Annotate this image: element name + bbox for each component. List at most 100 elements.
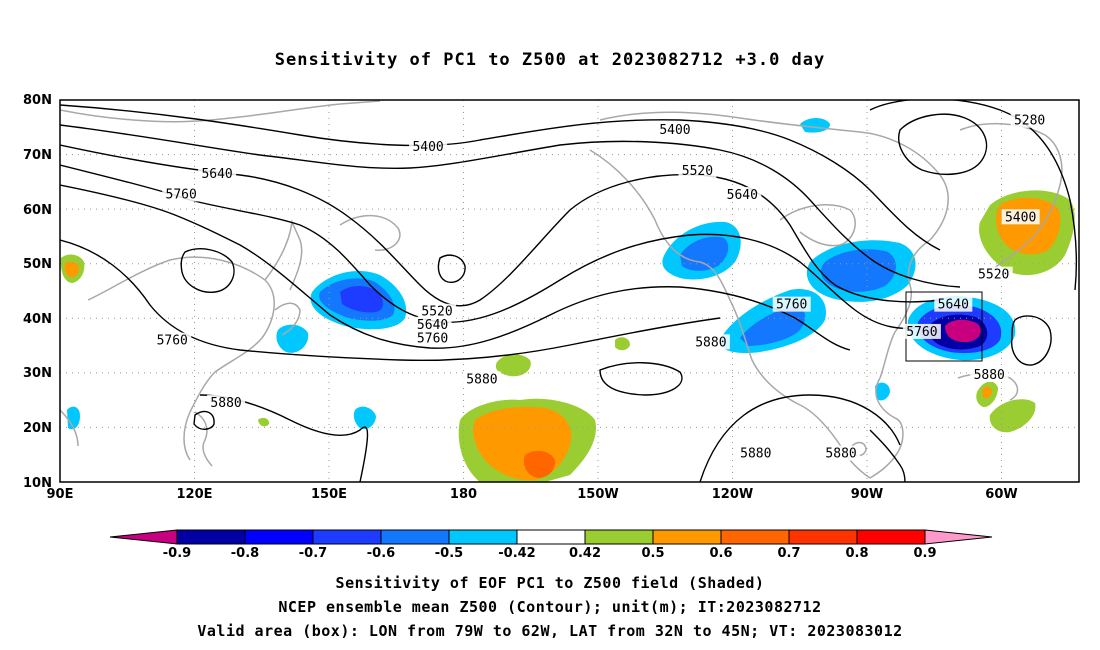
contour-label: 5760: [157, 334, 188, 349]
lon-tick-label: 90W: [851, 487, 883, 502]
contour-label: 5880: [974, 368, 1005, 383]
contour-label-background: [409, 138, 448, 154]
caption-valid-area: Valid area (box): LON from 79W to 62W, L…: [197, 622, 903, 640]
colorbar-cell: [720, 529, 790, 545]
map-title: Sensitivity of PC1 to Z500 at 2023082712…: [274, 50, 826, 70]
contour-label-background: [418, 303, 457, 319]
colorbar-label: -0.7: [299, 546, 327, 561]
contour-label-background: [902, 323, 941, 339]
contour-label-background: [736, 445, 775, 461]
colorbar-label: 0.7: [777, 546, 800, 561]
contour-label: 5520: [978, 268, 1009, 283]
contour-label: 5400: [659, 123, 690, 138]
z500-contours: [60, 100, 1078, 482]
contour-label: 5640: [417, 318, 448, 333]
positive-region-small-1: [495, 354, 531, 377]
contour-label: 5280: [1014, 114, 1045, 129]
colorbar-label: -0.5: [435, 546, 463, 561]
contour-label: 5760: [906, 325, 937, 340]
colorbar-label: 0.6: [709, 546, 732, 561]
contour-label-background: [198, 166, 237, 182]
lat-tick-label: 70N: [23, 148, 52, 163]
colorbar-cell: [516, 529, 586, 545]
positive-region-small-2-core: [64, 261, 79, 278]
contour-label-background: [822, 445, 861, 461]
contour-label: 5520: [421, 305, 452, 320]
negative-region-small-1: [276, 324, 309, 353]
colorbar-cell: [448, 529, 518, 545]
map-frame: [59, 99, 1080, 483]
colorbar-cell: [856, 529, 926, 545]
contour-label-background: [1010, 112, 1049, 128]
caption-shading: Sensitivity of EOF PC1 to Z500 field (Sh…: [335, 574, 765, 592]
negative-region-westcoast-core: [680, 236, 729, 271]
lon-tick-label: 180: [450, 487, 477, 502]
colorbar-high-triangle: [924, 529, 993, 545]
positive-region-pacific-peak: [523, 450, 556, 478]
negative-region-small-3: [875, 382, 890, 401]
coastlines: [60, 100, 1063, 479]
negative-region-small-4: [353, 406, 376, 430]
contour-label-background: [1001, 209, 1040, 225]
contour-label-background: [974, 266, 1013, 282]
colorbar-cell: [788, 529, 858, 545]
colorbar-label: 0.8: [845, 546, 868, 561]
colorbar-label: -0.6: [367, 546, 395, 561]
contour-label: 5880: [466, 372, 497, 387]
contour-label: 5880: [825, 447, 856, 462]
colorbar-label: -0.8: [231, 546, 259, 561]
negative-region-small-5: [67, 406, 80, 430]
lon-tick-label: 120W: [712, 487, 753, 502]
negative-region-hudson-core: [820, 249, 896, 292]
contour-label-background: [970, 367, 1009, 383]
lon-tick-label: 150E: [311, 487, 347, 502]
colorbar-label: 0.42: [569, 546, 601, 561]
negative-region-plains-core: [740, 306, 806, 346]
positive-region-small-6: [258, 417, 270, 427]
contour-label: 5640: [201, 167, 232, 182]
colorbar-cell: [244, 529, 314, 545]
lon-tick-label: 60W: [985, 487, 1017, 502]
contour-label: 5400: [1005, 210, 1036, 225]
positive-region-small-4-core: [982, 386, 992, 399]
contour-label-background: [413, 330, 452, 346]
lon-tick-label: 90E: [47, 487, 74, 502]
contour-label-background: [462, 371, 501, 387]
contour-label: 5760: [776, 298, 807, 313]
colorbar-cell: [652, 529, 722, 545]
contour-label-background: [655, 122, 694, 138]
contour-label-background: [691, 334, 730, 350]
lat-tick-label: 80N: [23, 93, 52, 108]
colorbar-label: 0.5: [641, 546, 664, 561]
contour-label-background: [934, 296, 973, 312]
colorbar-low-triangle: [109, 529, 178, 545]
colorbar-label: -0.9: [163, 546, 191, 561]
lat-tick-label: 40N: [23, 312, 52, 327]
negative-region-eastpacific-core: [340, 286, 384, 313]
contour-label: 5880: [740, 447, 771, 462]
contour-label: 5760: [417, 331, 448, 346]
contour-label: 5760: [166, 187, 197, 202]
contour-label-background: [772, 296, 811, 312]
colorbar-cell: [176, 529, 246, 545]
lon-tick-label: 120E: [176, 487, 212, 502]
contour-label: 5880: [695, 335, 726, 350]
colorbar-cell: [584, 529, 654, 545]
lat-tick-label: 50N: [23, 257, 52, 272]
contour-label-background: [207, 394, 246, 410]
contour-label: 5520: [682, 164, 713, 179]
colorbar-cell: [312, 529, 382, 545]
colorbar-labels: -0.9 -0.8 -0.7 -0.6 -0.5 -0.42 0.42 0.5 …: [163, 546, 937, 561]
colorbar-label: -0.42: [498, 546, 535, 561]
colorbar-label: 0.9: [913, 546, 936, 561]
colorbar-cell: [380, 529, 450, 545]
contour-label-background: [413, 316, 452, 332]
contour-label-background: [162, 186, 201, 202]
contour-label: 5640: [727, 188, 758, 203]
lon-tick-label: 150W: [577, 487, 618, 502]
contour-label-background: [723, 186, 762, 202]
longitude-axis: 90E 120E 150E 180 150W 120W 90W 60W: [47, 487, 1018, 502]
lat-tick-label: 30N: [23, 366, 52, 381]
negative-region-valid-area-peak: [945, 319, 981, 343]
